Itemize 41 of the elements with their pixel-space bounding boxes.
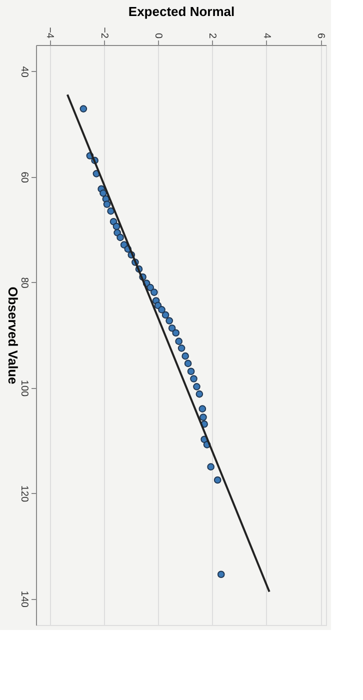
- point: [80, 105, 88, 112]
- point: [114, 229, 121, 236]
- y-tick-label: 140: [18, 590, 30, 608]
- point: [146, 284, 154, 292]
- point: [175, 338, 182, 345]
- x-axis-title: Expected Normal: [128, 4, 235, 20]
- point: [190, 375, 198, 382]
- point: [200, 414, 207, 421]
- x-tick-label: 2: [206, 32, 218, 39]
- point: [116, 234, 124, 242]
- point: [168, 324, 176, 332]
- x-tick-label: 4: [260, 32, 272, 39]
- y-tick-label: 60: [18, 172, 30, 184]
- point: [187, 368, 195, 376]
- point: [214, 476, 222, 484]
- point: [198, 405, 206, 412]
- y-tick-label: 40: [18, 66, 30, 78]
- x-tick-label: −4: [44, 27, 56, 39]
- point: [100, 190, 107, 197]
- point: [112, 222, 120, 230]
- x-tick-label: −2: [98, 27, 110, 39]
- point: [196, 390, 204, 398]
- point: [158, 306, 166, 314]
- point: [103, 200, 111, 208]
- y-tick-label: 100: [18, 380, 30, 398]
- point: [193, 383, 200, 390]
- x-tick-label: 6: [315, 32, 326, 39]
- point: [107, 207, 114, 215]
- point: [184, 360, 192, 368]
- y-tick-label: 120: [18, 485, 30, 502]
- point: [150, 288, 158, 296]
- y-tick-label: 80: [18, 277, 30, 289]
- point: [178, 344, 186, 352]
- x-tick-label: 0: [152, 32, 164, 39]
- y-axis-title: Observed Value: [6, 286, 20, 384]
- point: [172, 329, 180, 337]
- point: [162, 311, 170, 319]
- point: [166, 317, 174, 324]
- point: [217, 570, 225, 578]
- point: [182, 352, 189, 360]
- point: [207, 463, 214, 470]
